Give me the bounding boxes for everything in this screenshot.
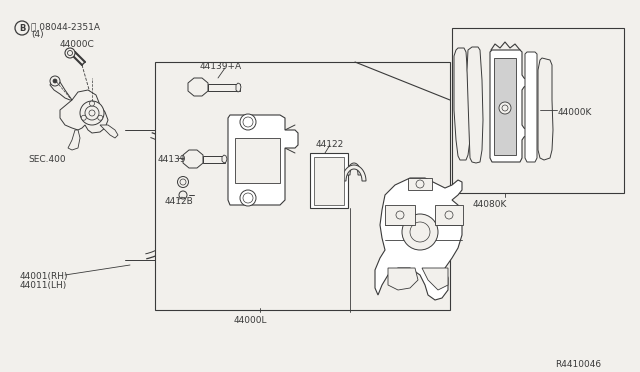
Text: 44139+A: 44139+A	[200, 62, 242, 71]
Bar	[203, 156, 225, 163]
Text: SEC.400: SEC.400	[28, 155, 66, 164]
Bar	[435, 205, 463, 225]
Polygon shape	[228, 115, 298, 205]
Polygon shape	[467, 47, 483, 163]
Circle shape	[402, 214, 438, 250]
Circle shape	[240, 190, 256, 206]
Bar	[314, 157, 344, 205]
Polygon shape	[525, 52, 537, 162]
Bar	[208, 84, 240, 91]
Text: 44080K: 44080K	[473, 200, 507, 209]
Circle shape	[177, 176, 189, 187]
Circle shape	[396, 211, 404, 219]
Circle shape	[50, 76, 60, 86]
Polygon shape	[538, 58, 553, 160]
Polygon shape	[222, 155, 227, 163]
Circle shape	[98, 115, 103, 120]
Polygon shape	[60, 90, 108, 133]
Circle shape	[15, 21, 29, 35]
Polygon shape	[490, 50, 528, 162]
Polygon shape	[408, 178, 432, 190]
Circle shape	[80, 101, 104, 125]
Text: 44139: 44139	[158, 155, 186, 164]
Polygon shape	[183, 150, 203, 168]
Bar	[155, 62, 450, 310]
Circle shape	[90, 101, 95, 106]
Bar	[235, 138, 280, 183]
Circle shape	[179, 191, 187, 199]
Circle shape	[89, 110, 95, 116]
Text: B: B	[19, 23, 25, 32]
Circle shape	[445, 211, 453, 219]
Text: 44000L: 44000L	[233, 316, 267, 325]
Text: 44000K: 44000K	[558, 108, 593, 117]
Polygon shape	[342, 165, 366, 181]
Polygon shape	[494, 58, 516, 155]
Circle shape	[53, 79, 57, 83]
Circle shape	[240, 114, 256, 130]
Circle shape	[243, 193, 253, 203]
Circle shape	[65, 48, 75, 58]
Circle shape	[499, 102, 511, 114]
Text: 44011(LH): 44011(LH)	[20, 281, 67, 290]
Polygon shape	[422, 268, 448, 290]
Text: 44001(RH): 44001(RH)	[20, 272, 68, 281]
Circle shape	[410, 222, 430, 242]
Circle shape	[180, 179, 186, 185]
Polygon shape	[50, 78, 72, 100]
Circle shape	[67, 51, 72, 55]
Polygon shape	[100, 125, 118, 138]
Circle shape	[502, 105, 508, 111]
Text: R4410046: R4410046	[555, 360, 601, 369]
Text: (4): (4)	[31, 30, 44, 39]
Polygon shape	[68, 130, 80, 150]
Polygon shape	[454, 48, 470, 160]
Bar	[452, 28, 624, 193]
Polygon shape	[347, 163, 361, 175]
Polygon shape	[375, 178, 462, 300]
Polygon shape	[236, 83, 241, 92]
Polygon shape	[388, 268, 418, 290]
Polygon shape	[188, 78, 208, 96]
Circle shape	[416, 180, 424, 188]
Text: 4412B: 4412B	[165, 197, 194, 206]
Circle shape	[243, 117, 253, 127]
Bar	[310, 153, 348, 208]
Text: 44000C: 44000C	[60, 40, 95, 49]
Text: 44122: 44122	[316, 140, 344, 149]
Text: Ⓑ 08044-2351A: Ⓑ 08044-2351A	[31, 22, 100, 31]
Circle shape	[85, 106, 99, 120]
Bar	[385, 205, 415, 225]
Circle shape	[81, 115, 86, 120]
